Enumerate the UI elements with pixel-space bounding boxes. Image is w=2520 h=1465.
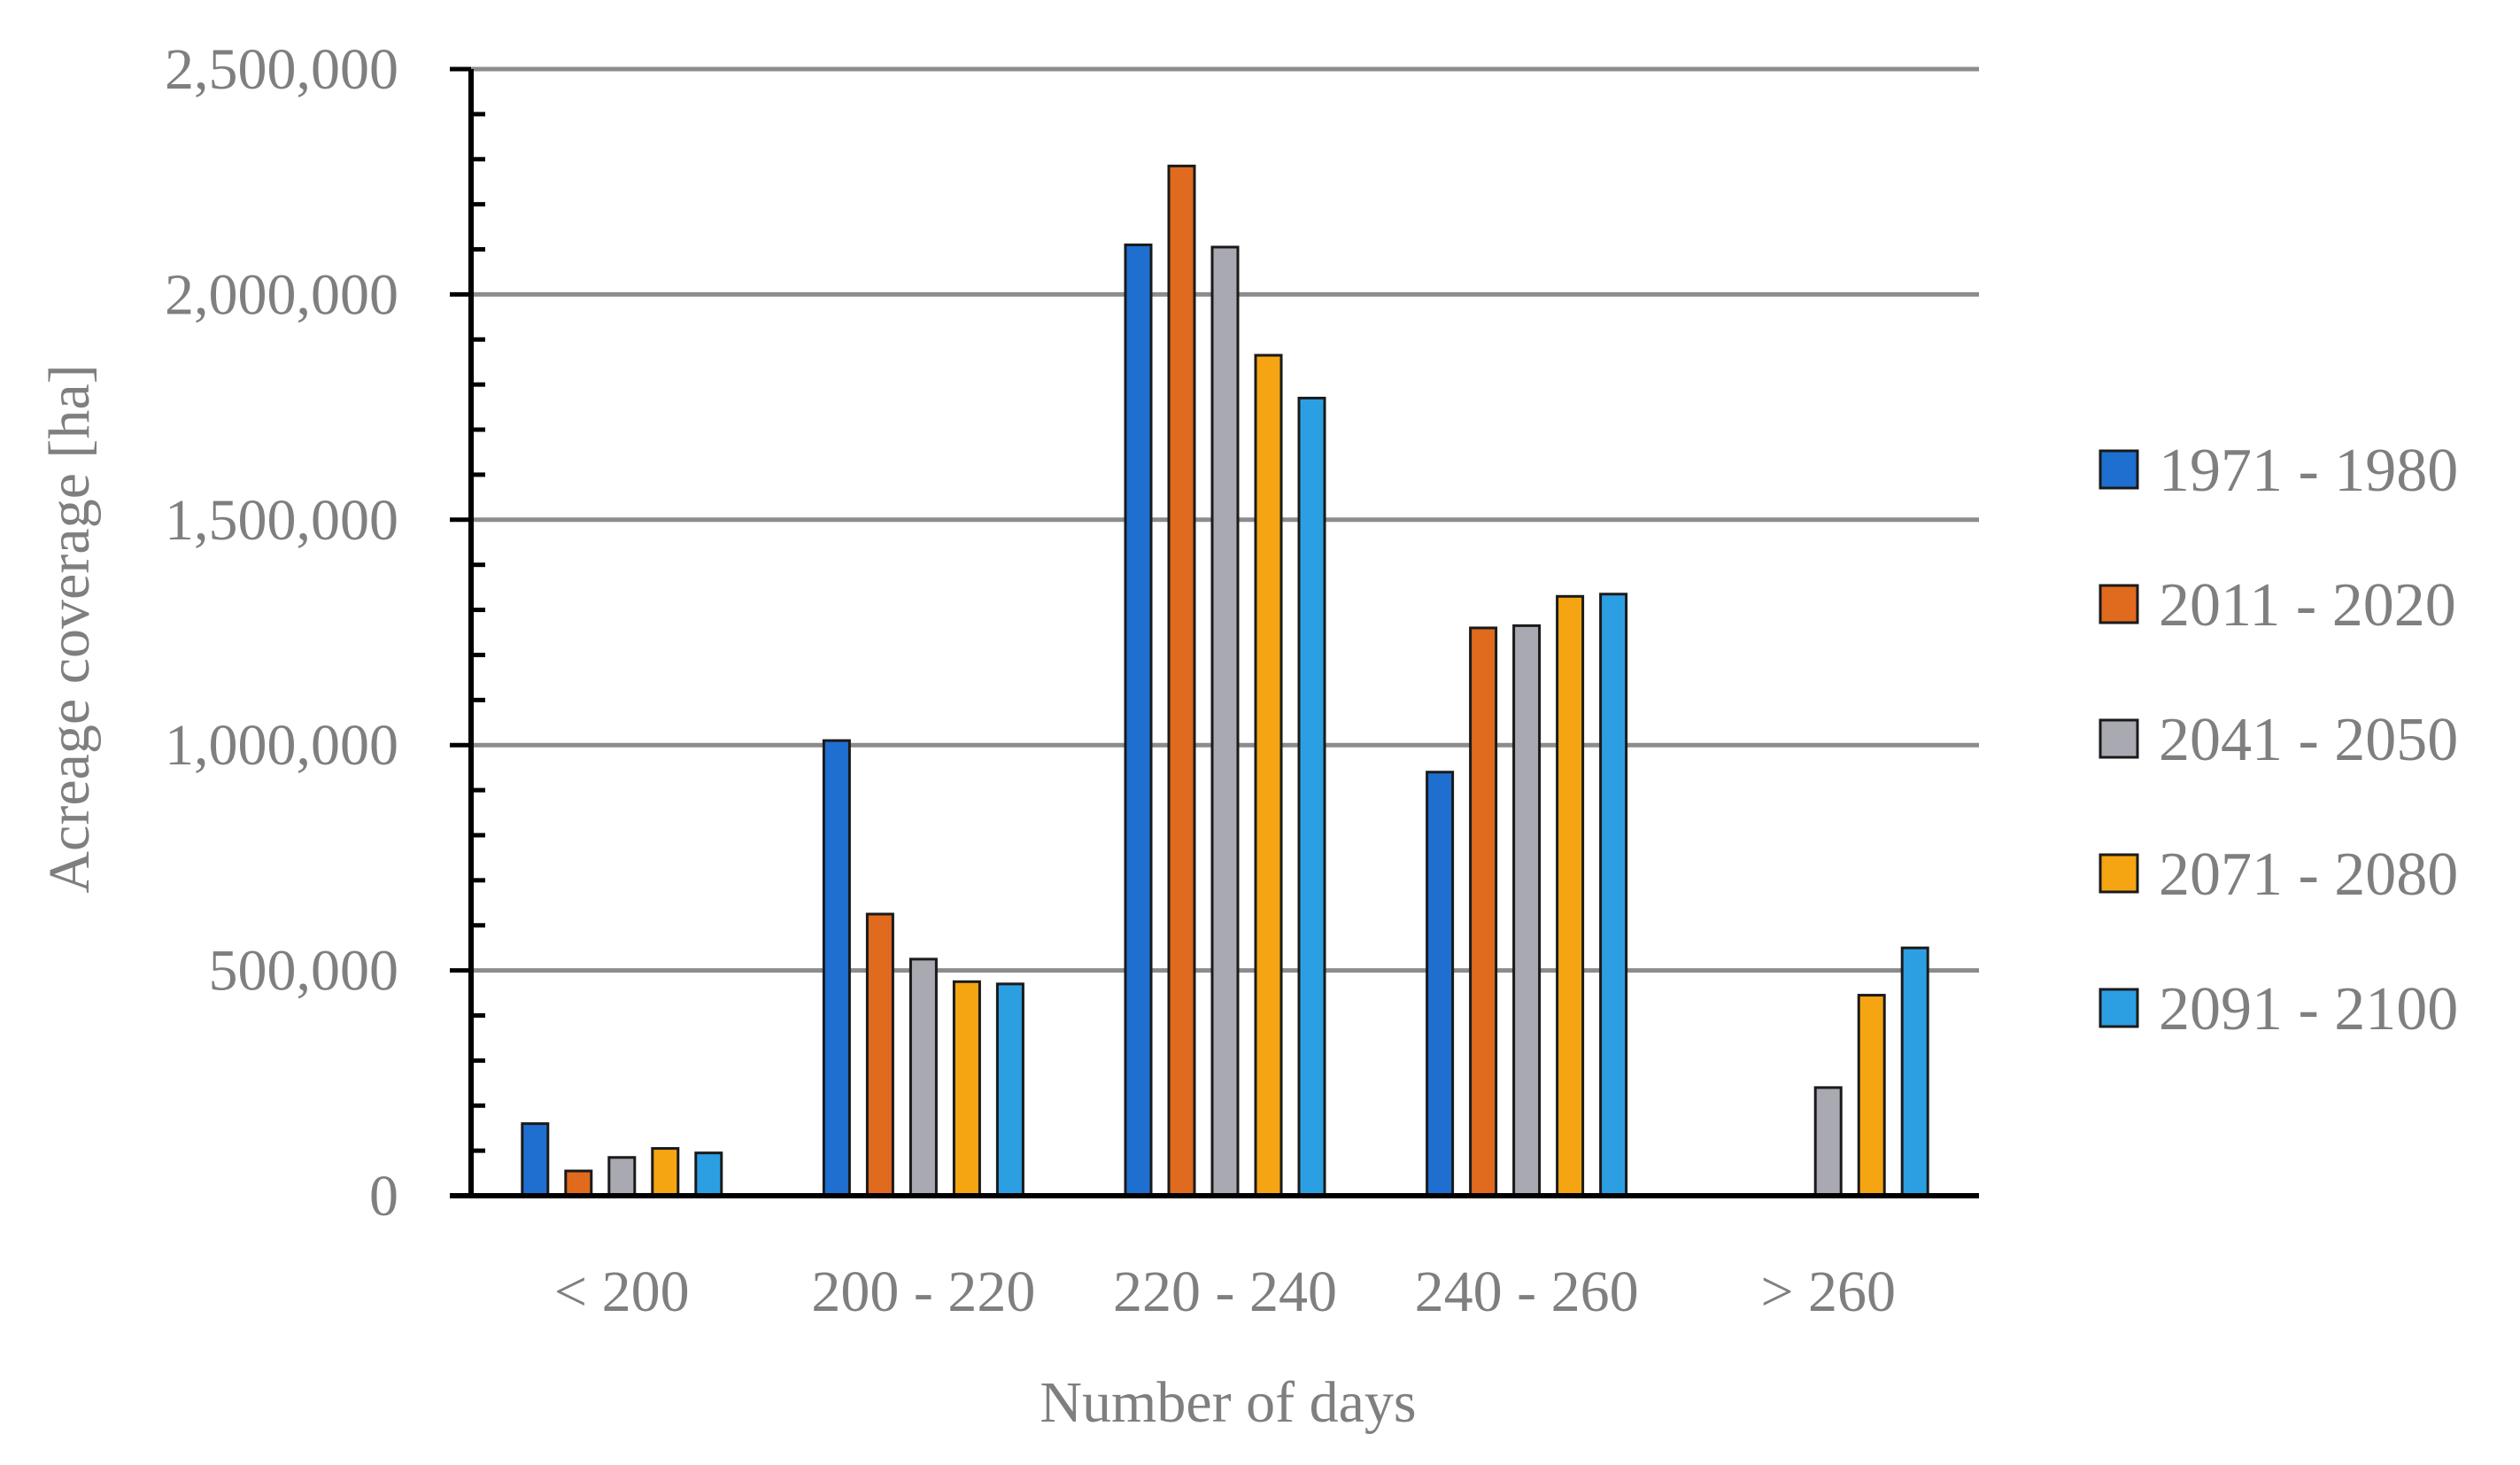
bar [822,739,851,1198]
y-tick-label: 2,500,000 [165,37,398,102]
x-tick-label: 240 - 260 [1415,1260,1639,1324]
legend-label: 1971 - 1980 [2159,437,2458,505]
bar [1556,594,1585,1198]
y-tick-label: 0 [369,1164,398,1229]
bar [1813,1086,1843,1198]
axes [450,66,1979,1198]
bar [1297,396,1326,1198]
bars [521,164,1929,1198]
y-axis-title: Acreage coverage [ha] [37,364,102,893]
bar [1512,624,1542,1198]
bar [952,980,981,1198]
x-tick-labels: < 200 200 - 220 220 - 240 240 - 260 > 260 [554,1260,1896,1324]
bar [865,912,894,1198]
legend-swatch [2099,853,2139,894]
bar [1210,245,1240,1198]
legend-swatch [2099,584,2139,624]
bar [908,957,938,1198]
legend-label: 2011 - 2020 [2159,571,2456,639]
legend-swatch [2099,449,2139,490]
legend-swatch [2099,988,2139,1028]
bar [995,982,1024,1198]
x-axis-title: Number of days [1040,1370,1416,1435]
y-tick-label: 1,500,000 [165,488,398,553]
legend-label: 2071 - 2080 [2159,841,2458,909]
x-tick-label: < 200 [554,1260,690,1324]
legend: 1971 - 1980 2011 - 2020 2041 - 2050 2071 - … [2099,437,2458,1043]
legend-label: 2041 - 2050 [2159,706,2458,774]
y-tick-label: 1,000,000 [165,713,398,778]
bar [521,1122,550,1198]
bar [1254,353,1283,1198]
y-tick-label: 500,000 [209,939,399,1004]
bar [694,1151,723,1198]
y-tick-labels: 0 500,000 1,000,000 1,500,000 2,000,000 2,500… [165,37,398,1229]
bar [1900,946,1929,1198]
y-tick-label: 2,000,000 [165,262,398,327]
bar [564,1169,593,1198]
bar [607,1156,637,1198]
bar [1124,243,1153,1198]
bar [1167,164,1196,1198]
x-tick-label: 200 - 220 [811,1260,1035,1324]
bar [1599,593,1628,1198]
bar [1426,771,1455,1198]
legend-swatch [2099,718,2139,759]
x-tick-label: 220 - 240 [1113,1260,1337,1324]
bar [1469,626,1498,1198]
legend-label: 2091 - 2100 [2159,975,2458,1043]
bar [651,1147,680,1198]
x-tick-label: > 260 [1760,1260,1896,1324]
bar [1857,994,1886,1198]
